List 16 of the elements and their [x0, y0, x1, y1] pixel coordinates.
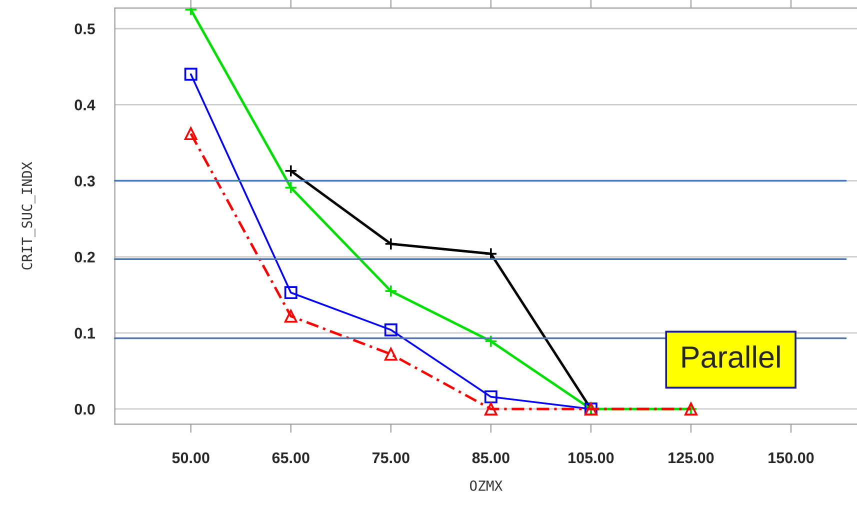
x-tick-label: 150.00: [768, 452, 814, 464]
x-axis-title: OZMX: [470, 480, 503, 491]
y-tick-label: 0.0: [74, 404, 95, 415]
y-tick-label: 0.1: [74, 328, 95, 339]
y-tick-label: 0.2: [74, 252, 95, 263]
y-axis-title: CRIT_SUC_INDX: [22, 162, 36, 270]
x-tick-label: 105.00: [568, 452, 614, 464]
y-tick-label: 0.4: [74, 100, 96, 110]
x-tick-label: 65.00: [272, 452, 310, 464]
annotation: Parallel: [682, 345, 780, 368]
x-tick-label: 50.00: [172, 452, 210, 464]
y-tick-label: 0.3: [74, 176, 95, 186]
x-tick-label: 125.00: [668, 452, 714, 464]
x-tick-label: 85.00: [472, 452, 510, 464]
y-tick-label: 0.5: [74, 23, 95, 34]
x-tick-label: 75.00: [372, 452, 410, 464]
